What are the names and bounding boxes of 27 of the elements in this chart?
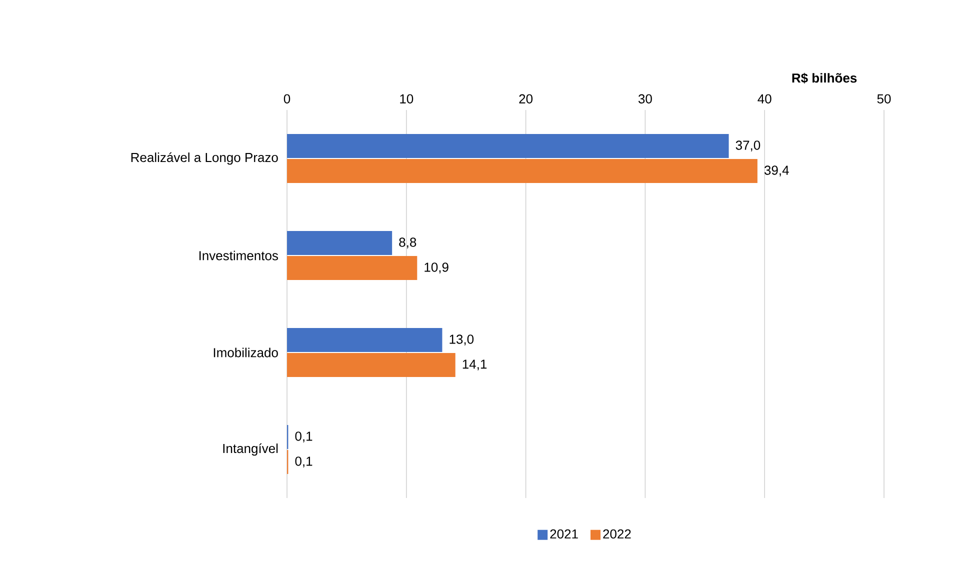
data-label: 10,9 (424, 262, 448, 274)
bar (287, 159, 758, 184)
bar (287, 256, 418, 280)
bar (287, 328, 442, 352)
data-label: 8,8 (399, 238, 416, 248)
data-label: 14,1 (462, 360, 487, 370)
x-tick-label: 10 (400, 94, 414, 104)
data-label: 0,1 (295, 432, 312, 442)
x-tick-label: 30 (638, 94, 652, 104)
x-tick-label: 50 (877, 94, 891, 104)
x-tick-label: 20 (519, 94, 533, 104)
legend-label: 2022 (603, 529, 631, 539)
x-tick-label: 40 (758, 94, 772, 104)
y-tick-label: Intangível (223, 443, 278, 456)
bar (287, 231, 392, 256)
y-tick-label: Realizável a Longo Prazo (131, 152, 278, 165)
data-label: 37,0 (736, 140, 760, 152)
data-label: 0,1 (295, 456, 312, 468)
bar (287, 353, 456, 378)
bar (287, 134, 729, 158)
legend-label: 2021 (550, 529, 578, 539)
x-axis-title: R$ bilhões (792, 72, 857, 84)
data-label: 13,0 (450, 334, 474, 346)
y-tick-label: Imobilizado (214, 348, 278, 358)
x-tick-label: 0 (284, 94, 290, 104)
y-tick-label: Investimentos (199, 250, 278, 260)
data-label: 39,4 (764, 166, 789, 176)
